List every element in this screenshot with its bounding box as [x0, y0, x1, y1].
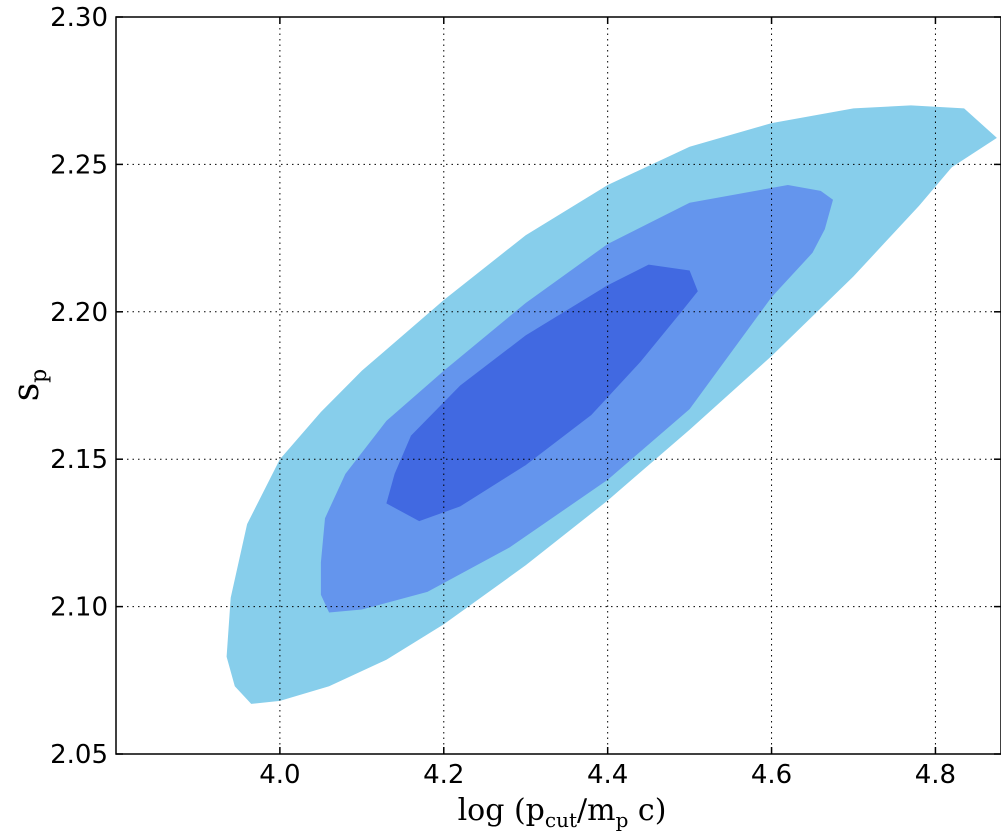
x-tick-label: 4.4 — [587, 760, 628, 790]
contour-regions — [226, 105, 997, 704]
x-tick-label: 4.8 — [915, 760, 956, 790]
y-label-main: s — [6, 383, 47, 401]
y-tick-label: 2.20 — [50, 298, 108, 328]
x-label-sub2: p — [616, 808, 629, 832]
x-label-sub1: cut — [545, 808, 577, 832]
x-label-mid: /m — [577, 793, 616, 828]
x-tick-label: 4.2 — [423, 760, 464, 790]
x-tick-label: 4.0 — [259, 760, 300, 790]
y-tick-label: 2.30 — [50, 3, 108, 33]
axis-ticks: 4.0 4.2 4.4 4.6 4.8 2.05 2.10 2.15 2.20 2.25 2.30 — [50, 3, 1001, 790]
y-tick-label: 2.10 — [50, 593, 108, 623]
y-tick-label: 2.05 — [50, 740, 108, 770]
y-axis-label: sp — [6, 369, 52, 402]
y-tick-label: 2.15 — [50, 445, 108, 475]
x-tick-label: 4.6 — [751, 760, 792, 790]
x-axis-label: log (pcut/mp c) — [458, 793, 667, 832]
grid-lines — [116, 17, 1001, 754]
y-tick-label: 2.25 — [50, 150, 108, 180]
plot-frame — [115, 16, 1001, 755]
y-label-sub: p — [27, 369, 52, 383]
contour-level-3 — [386, 264, 698, 522]
x-label-suffix: c) — [628, 793, 666, 828]
x-label-prefix: log (p — [458, 793, 545, 828]
